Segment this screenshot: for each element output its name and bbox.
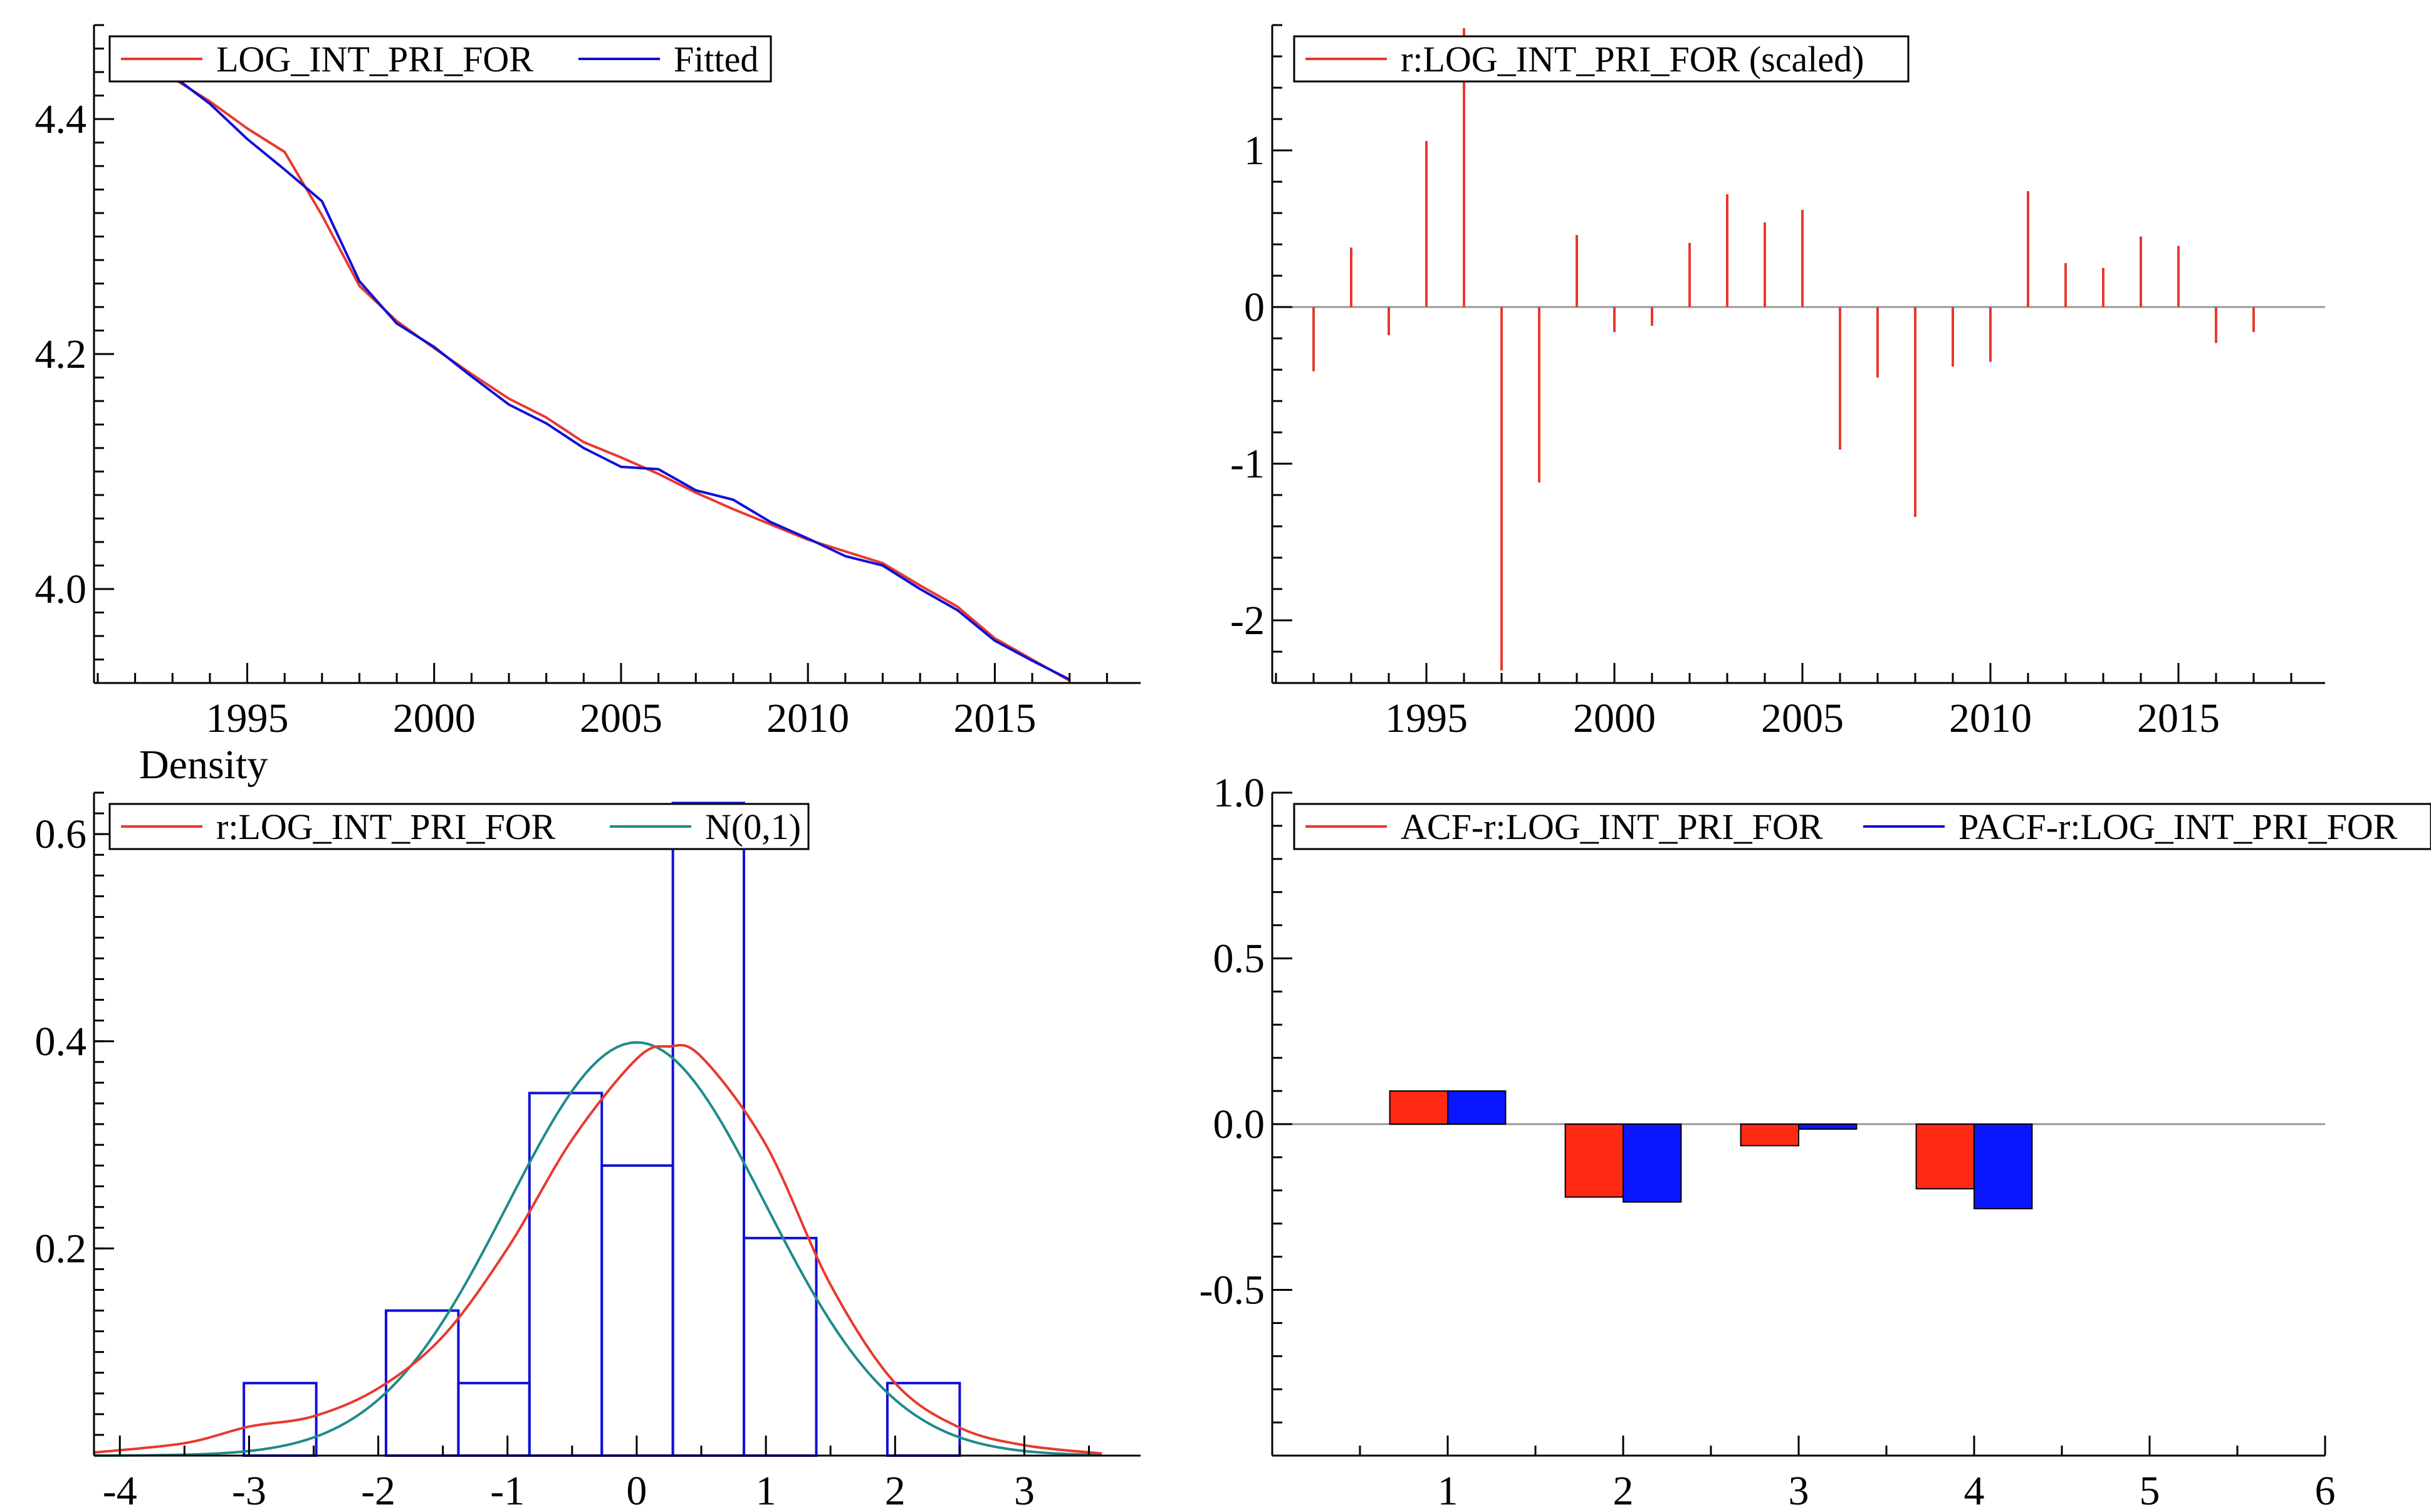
x-tick-label: 2010 — [1949, 696, 2032, 741]
x-tick-label: -3 — [232, 1468, 266, 1512]
legend-box — [108, 803, 810, 850]
x-tick-label: -1 — [490, 1468, 525, 1512]
x-tick-label: 4 — [1964, 1468, 1985, 1512]
acf-bar — [1915, 1124, 1975, 1190]
series-line-actual — [134, 53, 1070, 682]
x-tick-label: 3 — [1014, 1468, 1035, 1512]
panel-scaled-residuals: -2 -1 0 1 1995 2000 2005 2010 2015 r:LOG_INT_PRI_… — [1230, 24, 2325, 741]
x-tick-label: 2 — [885, 1468, 906, 1512]
y-tick-label: 0.6 — [35, 811, 87, 857]
panel-fitted-vs-actual: 4.0 4.2 4.4 1995 2000 2005 2010 2015 LOG_INT_PRI… — [35, 24, 1141, 741]
series-line-fitted — [134, 47, 1070, 681]
x-tick-label: 2 — [1613, 1468, 1634, 1512]
pacf-bar — [1974, 1124, 2033, 1209]
x-tick-label: 2015 — [2137, 696, 2220, 741]
residual-kde-curve — [93, 1044, 1102, 1455]
x-tick-label: -4 — [103, 1468, 137, 1512]
pacf-bar — [1623, 1124, 1682, 1203]
legend-box — [1293, 803, 2431, 850]
legend-box — [1293, 35, 1910, 83]
x-tick-label: 5 — [2140, 1468, 2160, 1512]
legend-label: r:LOG_INT_PRI_FOR — [216, 806, 556, 847]
x-tick-label: 3 — [1789, 1468, 1809, 1512]
x-tick-label: 6 — [2315, 1468, 2336, 1512]
acf-bar — [1389, 1090, 1449, 1125]
y-tick-label: 4.0 — [35, 566, 87, 612]
y-tick-label: 4.4 — [35, 96, 87, 142]
pacf-bar — [1798, 1124, 1858, 1130]
y-tick-label: 0.5 — [1213, 936, 1265, 982]
histogram-bar — [600, 1164, 674, 1457]
legend-label: PACF-r:LOG_INT_PRI_FOR — [1958, 806, 2398, 847]
panel-residual-density: Density 0.2 0.4 0.6 -4 -3 -2 -1 0 1 2 3 r:LOG_INT_PR… — [35, 742, 1141, 1512]
normal-density-curve — [93, 1041, 1102, 1457]
y-tick-label: -0.5 — [1200, 1268, 1265, 1313]
x-tick-label: 1 — [756, 1468, 776, 1512]
legend-label: r:LOG_INT_PRI_FOR (scaled) — [1401, 39, 1864, 80]
histogram-bar — [671, 801, 746, 1457]
x-tick-label: 0 — [626, 1468, 647, 1512]
x-tick-label: 2005 — [1761, 696, 1844, 741]
panel-acf-pacf: -0.5 0.0 0.5 1.0 1 2 3 4 5 6 ACF-r:LOG_INT_PRI_FOR… — [1200, 770, 2431, 1512]
y-tick-label: 0.4 — [35, 1019, 87, 1065]
legend-label: ACF-r:LOG_INT_PRI_FOR — [1401, 806, 1823, 847]
pacf-bar — [1447, 1090, 1507, 1125]
x-tick-label: 2015 — [953, 696, 1036, 741]
y-tick-label: 1.0 — [1213, 770, 1265, 816]
x-tick-label: 2010 — [766, 696, 849, 741]
y-tick-label: 0 — [1244, 284, 1265, 330]
y-tick-label: 0.0 — [1213, 1102, 1265, 1147]
x-tick-label: 1995 — [1385, 696, 1468, 741]
acf-bar — [1564, 1124, 1624, 1198]
x-tick-label: 2000 — [393, 696, 476, 741]
y-tick-label: 0.2 — [35, 1226, 87, 1271]
x-tick-label: -2 — [361, 1468, 395, 1512]
y-tick-label: 4.2 — [35, 331, 87, 377]
legend-box — [108, 35, 772, 83]
legend-label: LOG_INT_PRI_FOR — [216, 39, 533, 80]
y-tick-label: -1 — [1230, 441, 1265, 487]
acf-bar — [1740, 1124, 1800, 1147]
density-axis-title: Density — [139, 742, 268, 788]
histogram-bar — [457, 1382, 531, 1457]
x-tick-label: 1995 — [206, 696, 289, 741]
x-tick-label: 1 — [1438, 1468, 1458, 1512]
x-tick-label: 2000 — [1573, 696, 1656, 741]
y-tick-label: 1 — [1244, 128, 1265, 174]
histogram-bar — [743, 1236, 818, 1457]
legend-label: N(0,1) — [705, 806, 801, 847]
x-tick-label: 2005 — [580, 696, 662, 741]
y-tick-label: -2 — [1230, 598, 1265, 644]
legend-label: Fitted — [674, 39, 758, 80]
